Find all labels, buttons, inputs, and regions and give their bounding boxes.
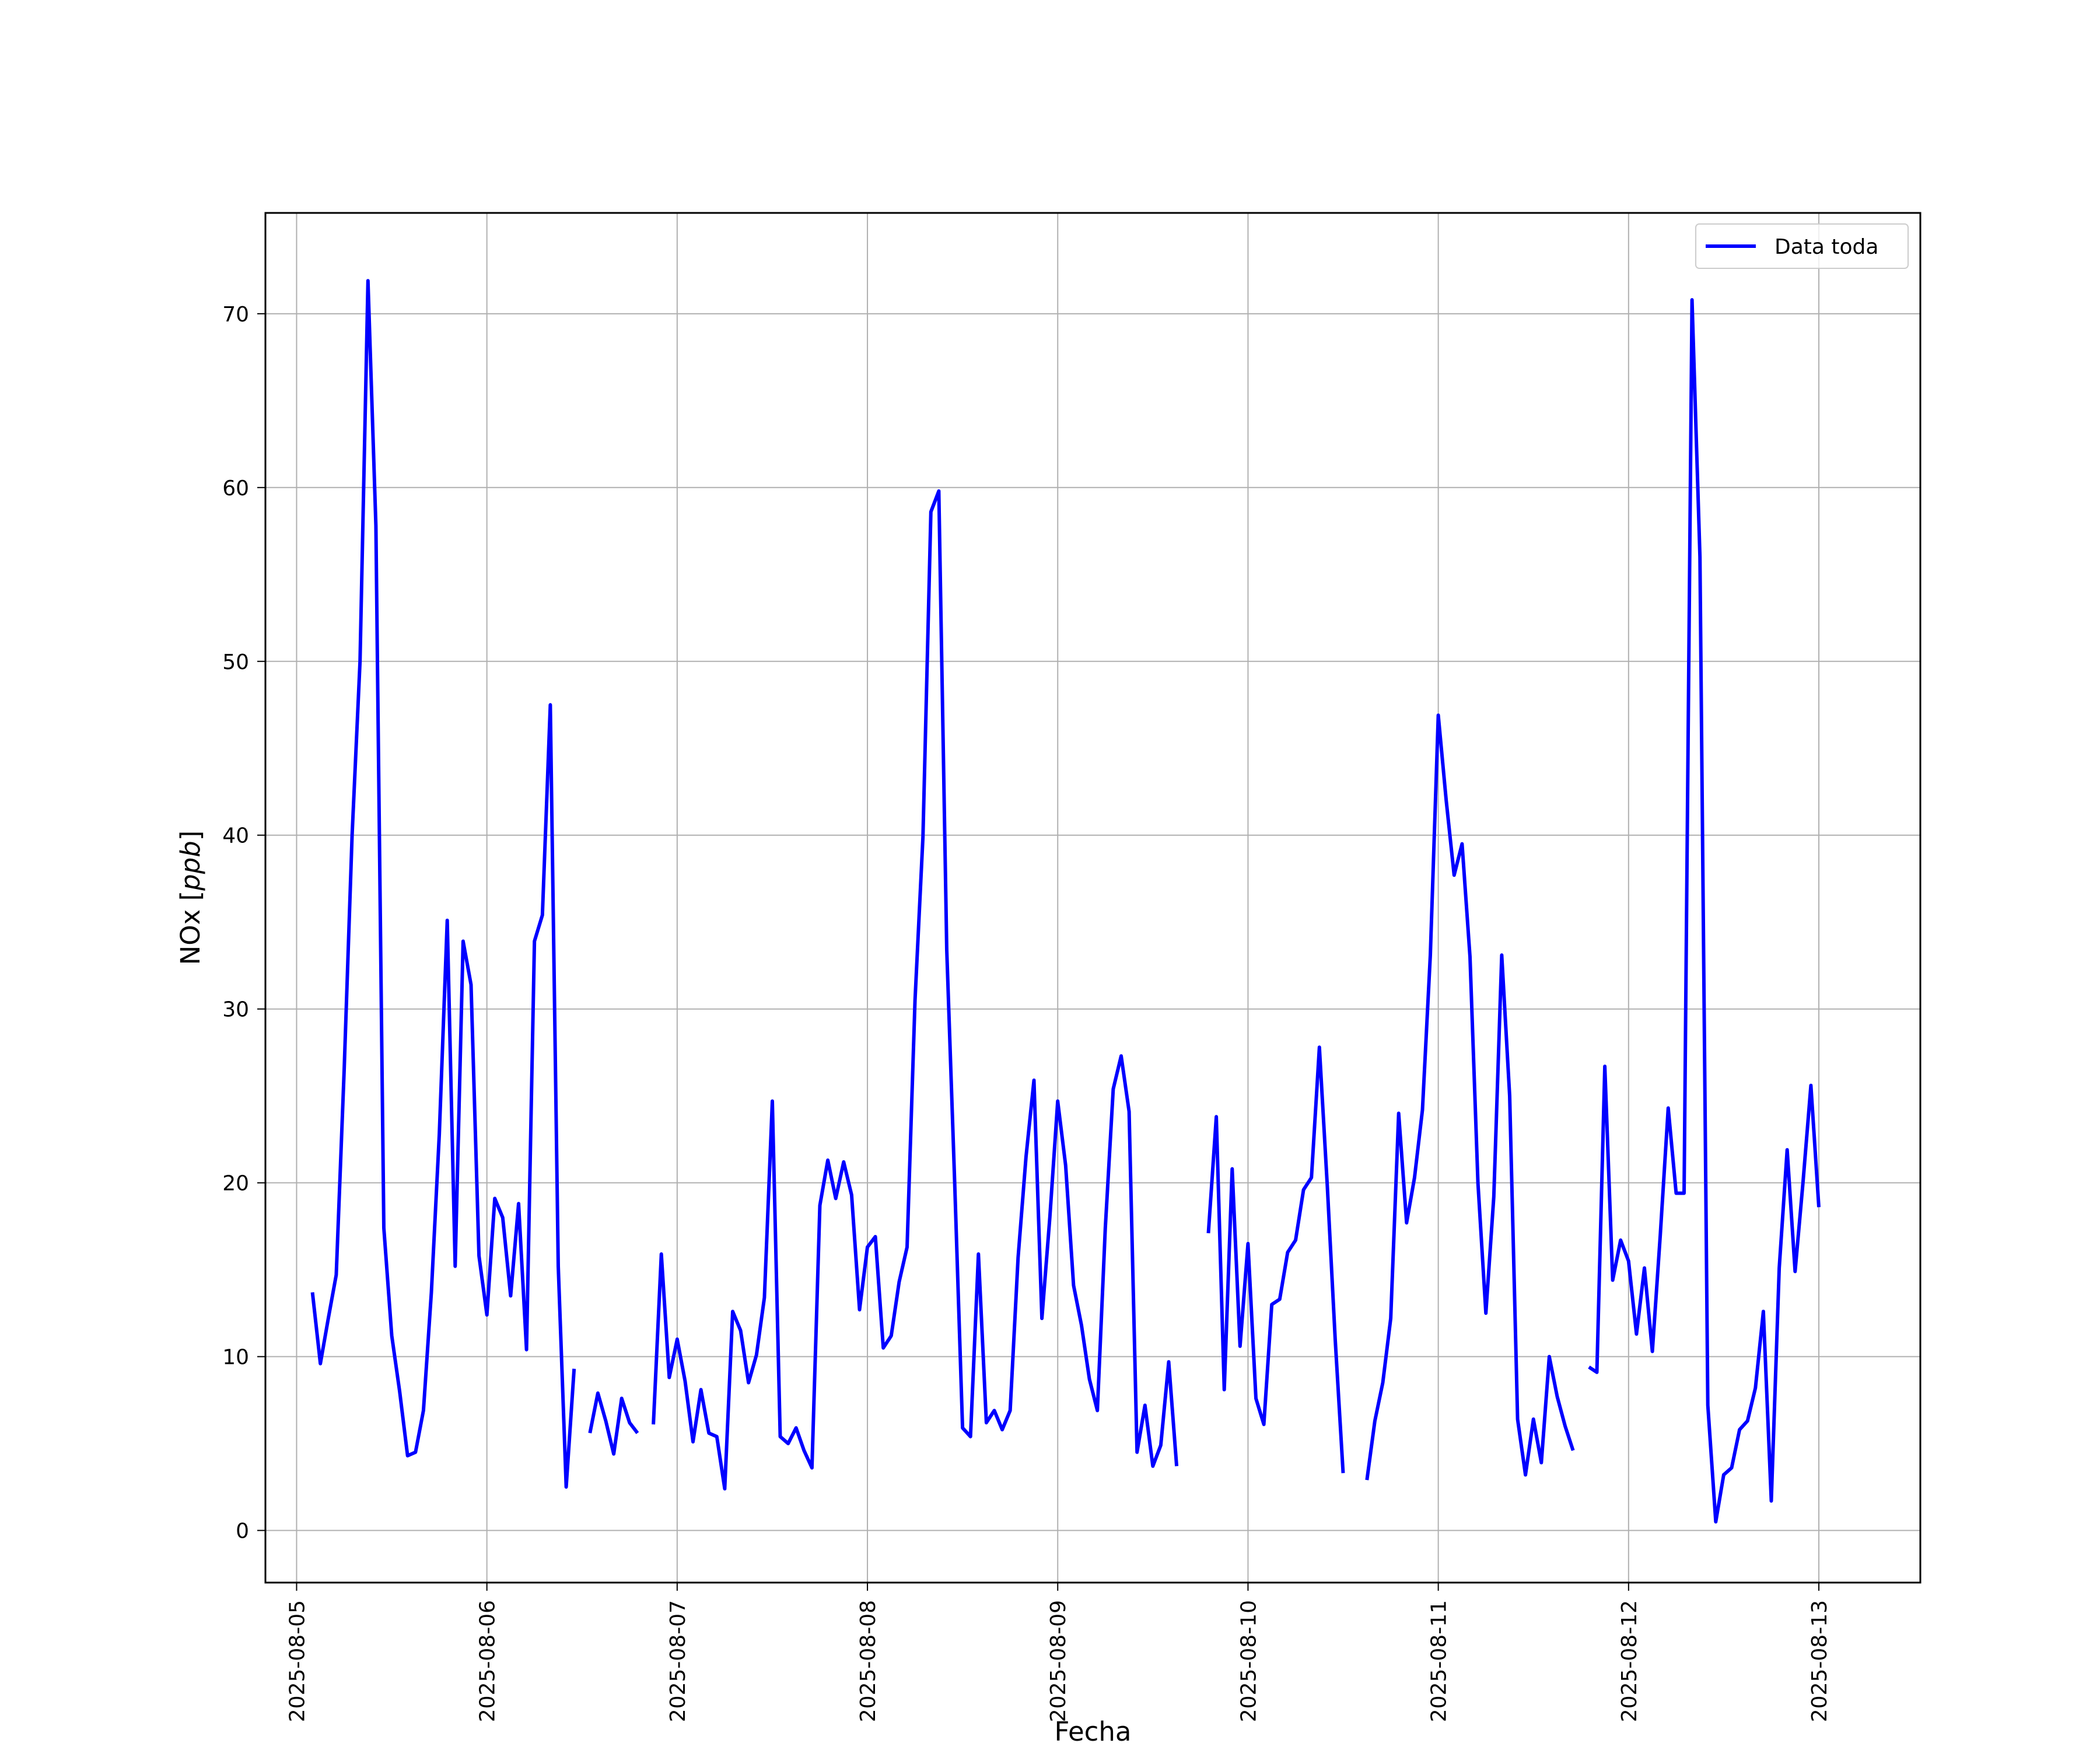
x-tick-label: 2025-08-13 — [1808, 1600, 1832, 1722]
series-line-segment — [588, 1391, 639, 1456]
series-line-segment — [652, 489, 1179, 1491]
series-layer — [310, 279, 1821, 1524]
y-tick-label: 0 — [236, 1520, 249, 1544]
x-tick-label: 2025-08-06 — [476, 1600, 500, 1722]
x-tick-label: 2025-08-10 — [1237, 1600, 1261, 1722]
x-axis-title: Fecha — [1055, 1716, 1132, 1747]
y-tick-label: 10 — [222, 1346, 249, 1370]
series-line-segment — [1365, 713, 1575, 1480]
y-tick-label: 50 — [222, 650, 249, 674]
y-axis-ticks: 0 10 20 30 40 50 60 70 — [222, 303, 265, 1544]
x-tick-label: 2025-08-12 — [1618, 1600, 1642, 1722]
y-axis-title-end: ] — [175, 831, 206, 841]
series-line-segment — [1588, 298, 1821, 1524]
series-line-segment — [1206, 1045, 1345, 1474]
x-tick-label: 2025-08-11 — [1427, 1600, 1451, 1722]
y-tick-label: 40 — [222, 824, 249, 848]
y-tick-label: 70 — [222, 303, 249, 327]
x-axis-ticks: 2025-08-05 2025-08-06 2025-08-07 2025-08-08… — [285, 1583, 1832, 1722]
series-line-segment — [310, 279, 576, 1489]
x-tick-label: 2025-08-09 — [1046, 1600, 1070, 1722]
y-tick-label: 30 — [222, 998, 249, 1022]
grid-lines — [265, 213, 1920, 1583]
y-axis-title-unit: ppb — [175, 841, 206, 891]
x-tick-label: 2025-08-08 — [856, 1600, 880, 1722]
y-tick-label: 20 — [222, 1172, 249, 1196]
x-tick-label: 2025-08-05 — [285, 1600, 309, 1722]
y-axis-title: NOx [ppb] — [175, 831, 206, 965]
legend-label: Data toda — [1774, 235, 1878, 259]
legend-box — [1695, 223, 1909, 269]
legend: Data toda — [1695, 223, 1909, 269]
y-tick-label: 60 — [222, 477, 249, 501]
x-tick-label: 2025-08-07 — [666, 1600, 690, 1722]
plot-area-frame — [264, 212, 1922, 1584]
y-axis-title-main: NOx [ — [175, 891, 206, 965]
